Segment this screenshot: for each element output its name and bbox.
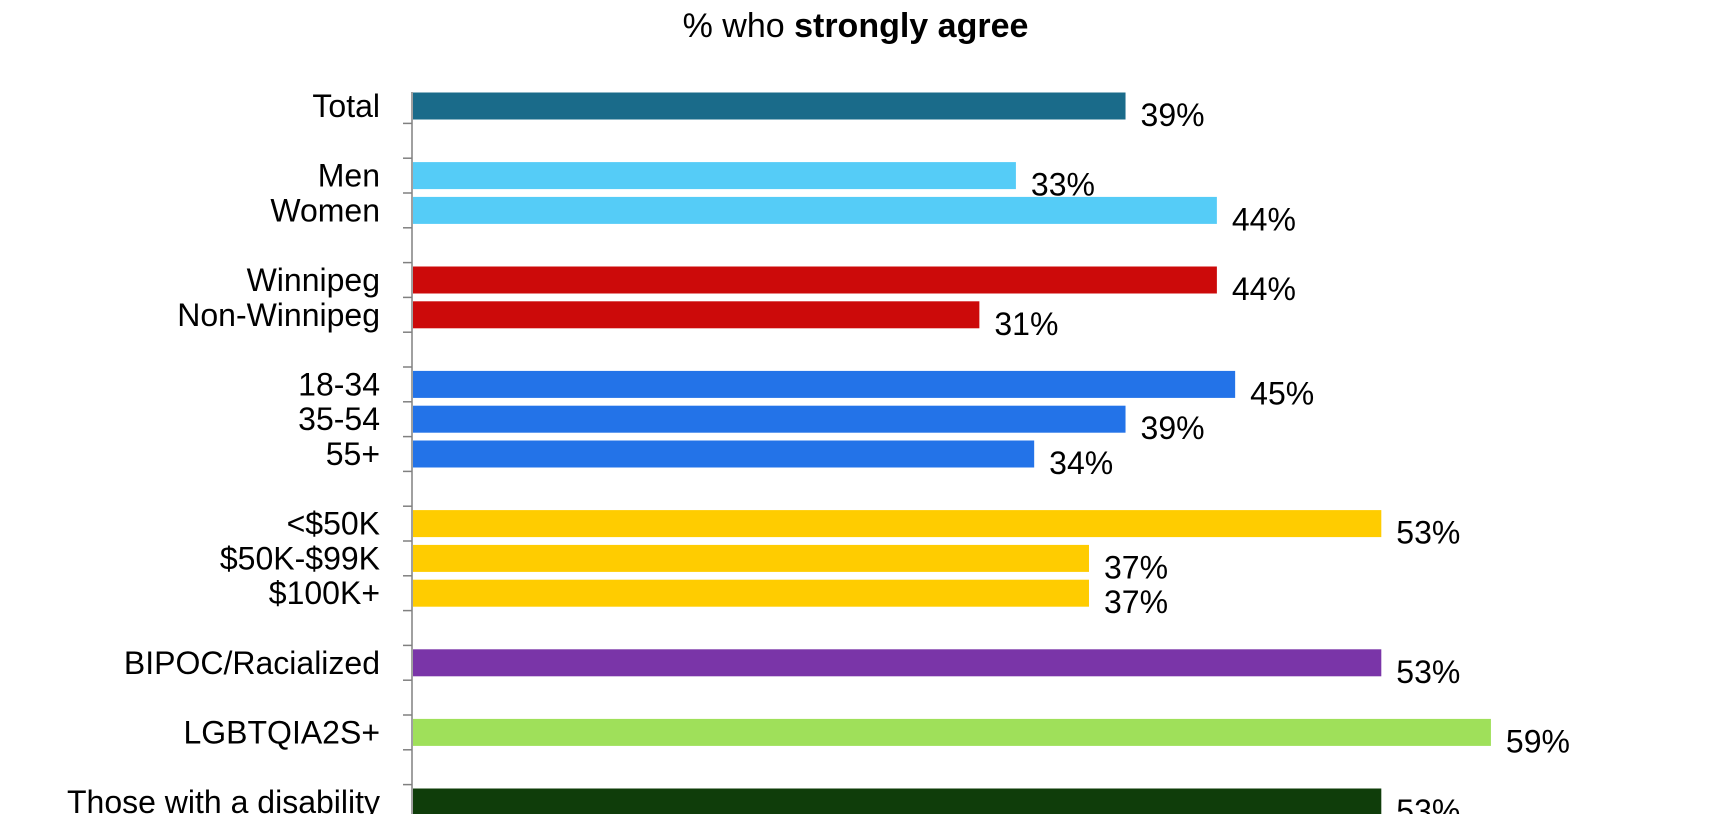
value-label: 59%: [1506, 723, 1570, 759]
chart-title-prefix: % who: [682, 7, 795, 45]
category-label: 55+: [326, 436, 380, 472]
category-label: Women: [270, 192, 380, 228]
bar: [413, 301, 980, 329]
chart-title: % who strongly agree: [0, 4, 1711, 48]
value-label: 39%: [1141, 97, 1205, 133]
bar: [413, 405, 1126, 433]
value-label: 45%: [1250, 375, 1314, 411]
bar: [413, 370, 1236, 398]
category-label: LGBTQIA2S+: [183, 714, 380, 750]
category-label: Winnipeg: [247, 262, 380, 298]
value-label: 44%: [1232, 201, 1296, 237]
bar: [413, 196, 1217, 224]
bar: [413, 579, 1089, 607]
category-label: 18-34: [298, 366, 380, 402]
category-label: Those with a disability: [67, 784, 380, 814]
labels: Total 39% Men 33% Women 44% Winnipeg 44% Non-Win…: [67, 88, 1570, 814]
bar: [413, 544, 1089, 572]
bar: [413, 718, 1491, 746]
value-label: 31%: [994, 306, 1058, 342]
value-label: 53%: [1396, 515, 1460, 551]
category-label: Non-Winnipeg: [177, 297, 380, 333]
value-label: 44%: [1232, 271, 1296, 307]
category-label: $50K-$99K: [220, 540, 380, 576]
bar: [413, 649, 1382, 677]
bar: [413, 162, 1016, 190]
value-label: 39%: [1141, 410, 1205, 446]
category-label: $100K+: [269, 575, 380, 611]
value-label: 53%: [1396, 793, 1460, 814]
category-label: BIPOC/Racialized: [124, 645, 380, 681]
category-label: Total: [312, 88, 380, 124]
bar: [413, 92, 1126, 120]
value-label: 37%: [1104, 584, 1168, 620]
value-label: 33%: [1031, 167, 1095, 203]
chart-title-bold: strongly agree: [794, 7, 1029, 45]
category-axis: [403, 92, 413, 814]
value-label: 37%: [1104, 549, 1168, 585]
value-label: 34%: [1049, 445, 1113, 481]
bar: [413, 266, 1217, 294]
value-label: 53%: [1396, 654, 1460, 690]
category-label: <$50K: [287, 506, 380, 542]
category-label: Men: [318, 158, 380, 194]
bars: [413, 92, 1491, 814]
category-label: 35-54: [298, 401, 380, 437]
bar: [413, 510, 1382, 538]
bar: [413, 788, 1382, 814]
bar: [413, 440, 1035, 468]
